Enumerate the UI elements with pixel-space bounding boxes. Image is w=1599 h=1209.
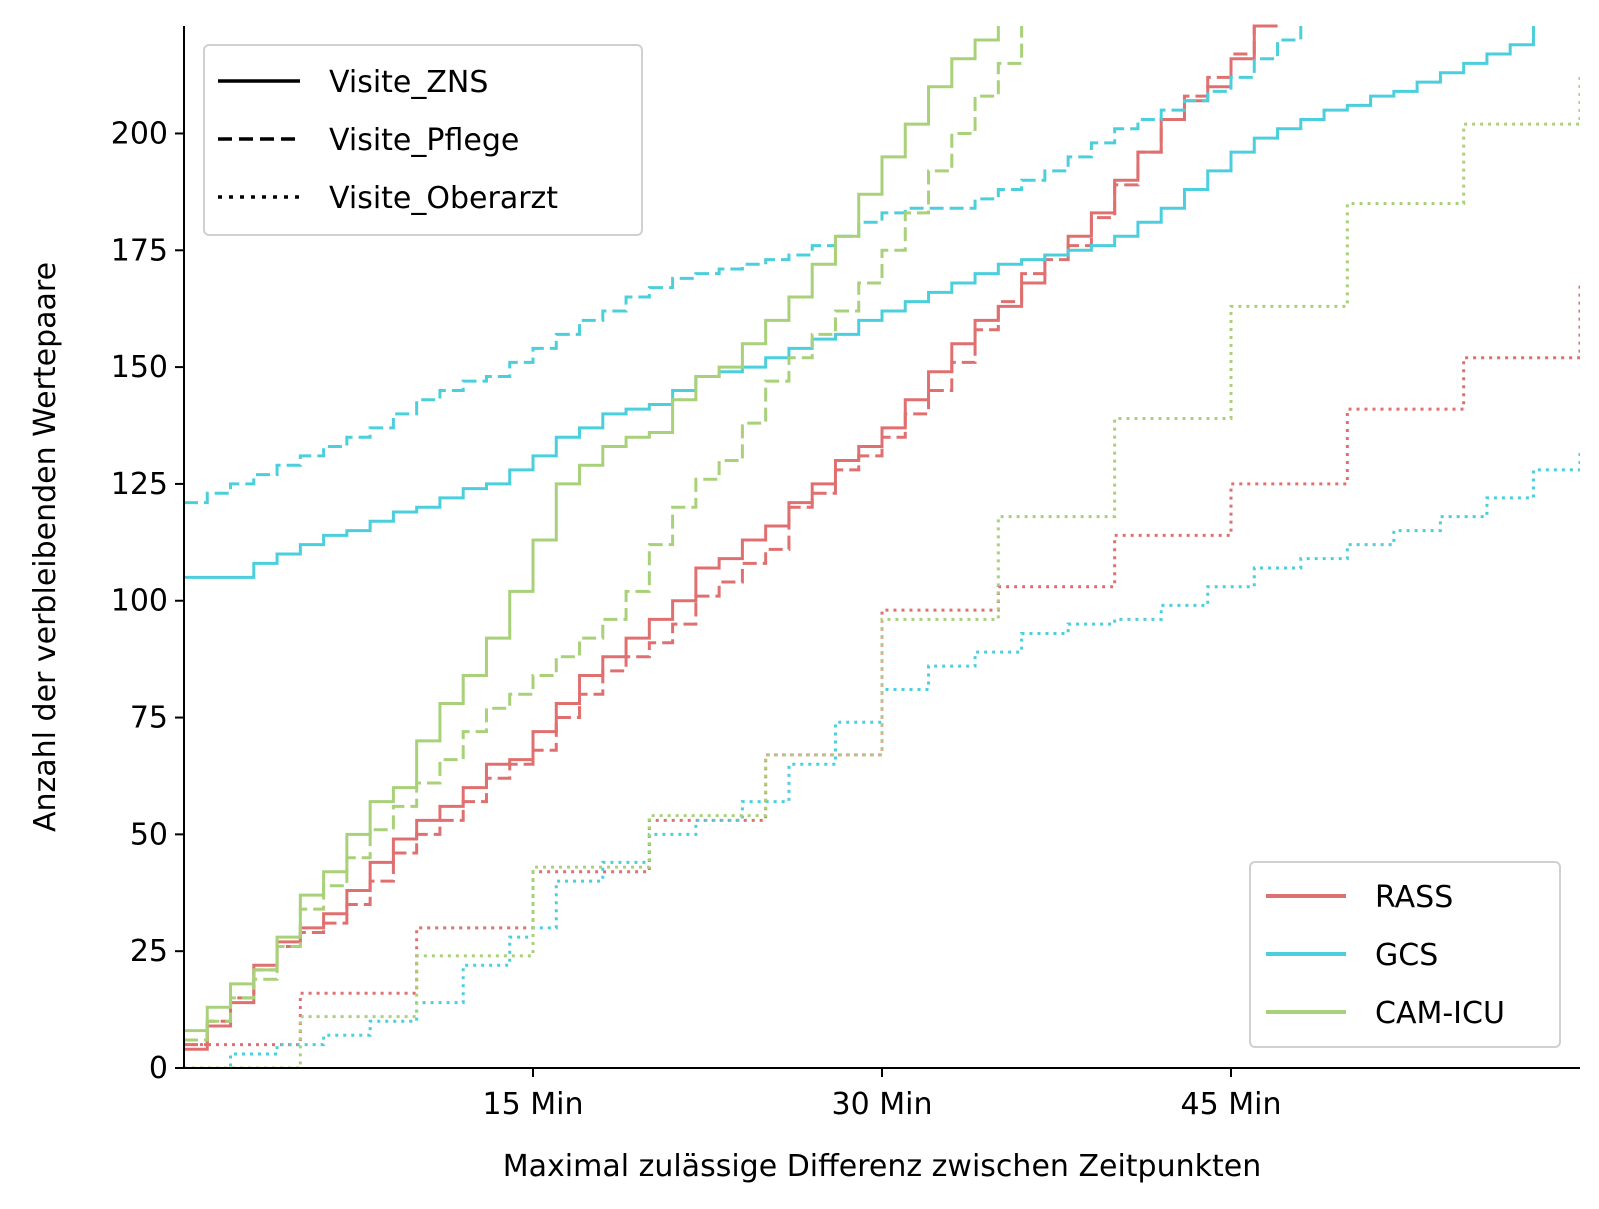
- y-tick-label: 175: [111, 233, 168, 268]
- x-tick-label: 15 Min: [483, 1087, 584, 1122]
- y-tick-label: 50: [130, 817, 168, 852]
- series-line-gcs-visite_oberarzt: [184, 451, 1580, 1068]
- y-tick-label: 25: [130, 934, 168, 969]
- y-tick-label: 75: [130, 701, 168, 736]
- y-axis-title: Anzahl der verbleibenden Wertepaare: [28, 262, 63, 832]
- series-layer: [184, 24, 1580, 1068]
- series-line-cam-icu-visite_oberarzt: [184, 72, 1580, 1068]
- series-line-cam-icu-visite_zns: [184, 26, 1000, 1033]
- ticks-layer: 0 25 50 75 100 125 150 175 200 15 Min 30 Min 45 Min: [111, 116, 1282, 1122]
- y-tick-label: 150: [111, 350, 168, 385]
- x-tick-label: 30 Min: [832, 1087, 933, 1122]
- legend-color: RASS GCS CAM-ICU: [1249, 861, 1561, 1048]
- legend-linestyle-label: Visite_ZNS: [329, 65, 488, 100]
- series-line-rass-visite_pflege: [184, 24, 1278, 1047]
- series-line-cam-icu-visite_pflege: [184, 26, 1024, 1042]
- legend-linestyle-label: Visite_Pflege: [329, 123, 519, 158]
- y-tick-label: 125: [111, 467, 168, 502]
- y-tick-label: 0: [149, 1051, 168, 1086]
- legend-color-label: GCS: [1375, 938, 1438, 973]
- legend-linestyle-box: [203, 44, 643, 236]
- legend-linestyle-label: Visite_Oberarzt: [329, 181, 558, 216]
- legend-color-label: CAM-ICU: [1375, 996, 1505, 1031]
- legend-color-box: [1249, 861, 1561, 1048]
- x-tick-label: 45 Min: [1181, 1087, 1282, 1122]
- y-tick-label: 200: [111, 116, 168, 151]
- y-tick-label: 100: [111, 584, 168, 619]
- x-axis-title: Maximal zulässige Differenz zwischen Zei…: [503, 1149, 1261, 1184]
- legend-linestyle: Visite_ZNS Visite_Pflege Visite_Oberarzt: [203, 44, 643, 236]
- series-line-gcs-visite_pflege: [184, 26, 1303, 505]
- series-line-gcs-visite_zns: [184, 26, 1535, 579]
- legend-color-label: RASS: [1375, 880, 1453, 915]
